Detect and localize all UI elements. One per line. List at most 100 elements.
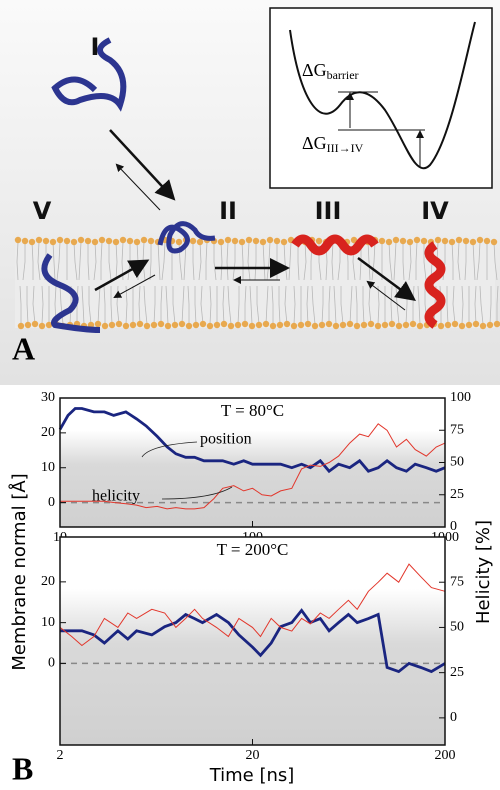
lipid-head xyxy=(49,238,57,246)
lipid-head xyxy=(339,321,347,329)
state-label: I xyxy=(91,33,100,61)
x-tick-label: 2 xyxy=(57,748,64,763)
lipid-tail xyxy=(153,286,156,325)
lipid-head xyxy=(224,236,232,244)
lipid-head xyxy=(234,321,242,329)
lipid-tail xyxy=(293,285,296,325)
y-tick-label: 10 xyxy=(41,460,55,475)
lipid-head xyxy=(115,320,123,328)
lipid-head xyxy=(175,238,183,246)
lipid-tail xyxy=(303,241,307,281)
lipid-head xyxy=(112,238,120,246)
lipid-tail xyxy=(355,285,358,324)
y2-tick-label: 0 xyxy=(450,519,457,534)
lipid-head xyxy=(171,321,179,329)
lipid-tail xyxy=(297,242,300,281)
chart: 10100100001020300255075100T = 80°Cpositi… xyxy=(41,390,471,545)
lipid-tail xyxy=(331,241,334,281)
lipid-tail xyxy=(254,242,257,281)
y2-tick-label: 50 xyxy=(450,455,464,470)
membrane-shade xyxy=(60,589,445,745)
lipid-head xyxy=(105,237,113,245)
lipid-head xyxy=(490,238,498,246)
lipid-tail xyxy=(472,241,476,281)
lipid-tail xyxy=(32,285,36,325)
lipid-head xyxy=(196,238,204,246)
lipid-head xyxy=(17,322,25,330)
lipid-tail xyxy=(474,285,477,325)
lipid-head xyxy=(325,320,333,328)
lipid-head xyxy=(381,321,389,329)
lipid-tail xyxy=(187,285,190,324)
lipid-tail xyxy=(19,285,22,324)
lipid-tail xyxy=(464,242,467,281)
y2-tick-label: 75 xyxy=(450,574,464,589)
lipid-tail xyxy=(340,286,344,325)
lipid-tail xyxy=(226,241,229,281)
lipid-tail xyxy=(247,241,251,281)
lipid-head xyxy=(360,321,368,329)
lipid-head xyxy=(164,322,172,330)
lipid-tail xyxy=(349,285,353,325)
y2-tick-label: 75 xyxy=(450,422,464,437)
membrane-shade xyxy=(60,430,445,527)
lipid-tail xyxy=(227,285,232,325)
lipid-head xyxy=(255,321,263,329)
state-label: V xyxy=(33,197,52,225)
annotation-leader xyxy=(141,441,198,458)
lipid-head xyxy=(206,322,214,330)
lipid-head xyxy=(14,236,22,244)
lipid-tail xyxy=(367,241,371,281)
lipid-tail xyxy=(306,285,309,325)
lipid-tail xyxy=(125,285,128,325)
lipid-tail xyxy=(194,286,197,325)
series-line xyxy=(59,563,446,647)
lipid-tail xyxy=(209,285,212,325)
y-axis-label: Membrane normal [Å] xyxy=(8,473,30,670)
lipid-head xyxy=(28,238,36,246)
lipid-head xyxy=(245,236,253,244)
lipid-tail xyxy=(100,241,103,280)
lipid-head xyxy=(220,320,228,328)
lipid-tail xyxy=(446,286,449,325)
lipid-tail xyxy=(161,241,166,281)
lipid-tail xyxy=(249,285,253,325)
lipid-head xyxy=(31,320,39,328)
lipid-tail xyxy=(321,286,324,325)
lipid-head xyxy=(315,237,323,245)
lipid-head xyxy=(157,320,165,328)
lipid-head xyxy=(192,321,200,329)
lipid-tail xyxy=(266,241,271,281)
lipid-tail xyxy=(417,285,421,325)
lipid-head xyxy=(378,237,386,245)
lipid-head xyxy=(437,322,445,330)
lipid-head xyxy=(332,322,340,330)
lipid-tail xyxy=(393,241,397,281)
inset-label: ΔGbarrier xyxy=(302,60,359,82)
state-label: II xyxy=(219,197,237,225)
lipid-head xyxy=(458,322,466,330)
lipid-tail xyxy=(256,286,260,325)
lipid-head xyxy=(399,237,407,245)
y2-tick-label: 25 xyxy=(450,665,464,680)
lipid-head xyxy=(45,321,53,329)
lipid-tail xyxy=(22,242,26,281)
lipid-tail xyxy=(452,285,456,325)
lipid-tail xyxy=(160,285,163,324)
lipid-head xyxy=(297,321,305,329)
lipid-head xyxy=(136,320,144,328)
lipid-tail xyxy=(232,242,236,281)
lipid-tail xyxy=(237,286,240,325)
y-tick-label: 0 xyxy=(48,656,55,671)
lipid-tail xyxy=(496,285,499,324)
y-tick-label: 30 xyxy=(41,390,55,405)
helix-state-4 xyxy=(424,241,446,329)
lipid-head xyxy=(472,320,480,328)
lipid-head xyxy=(367,320,375,328)
lipid-tail xyxy=(73,241,78,281)
panel-label: B xyxy=(12,750,33,786)
lipid-head xyxy=(273,237,281,245)
series-line xyxy=(58,407,446,474)
lipid-head xyxy=(413,236,421,244)
